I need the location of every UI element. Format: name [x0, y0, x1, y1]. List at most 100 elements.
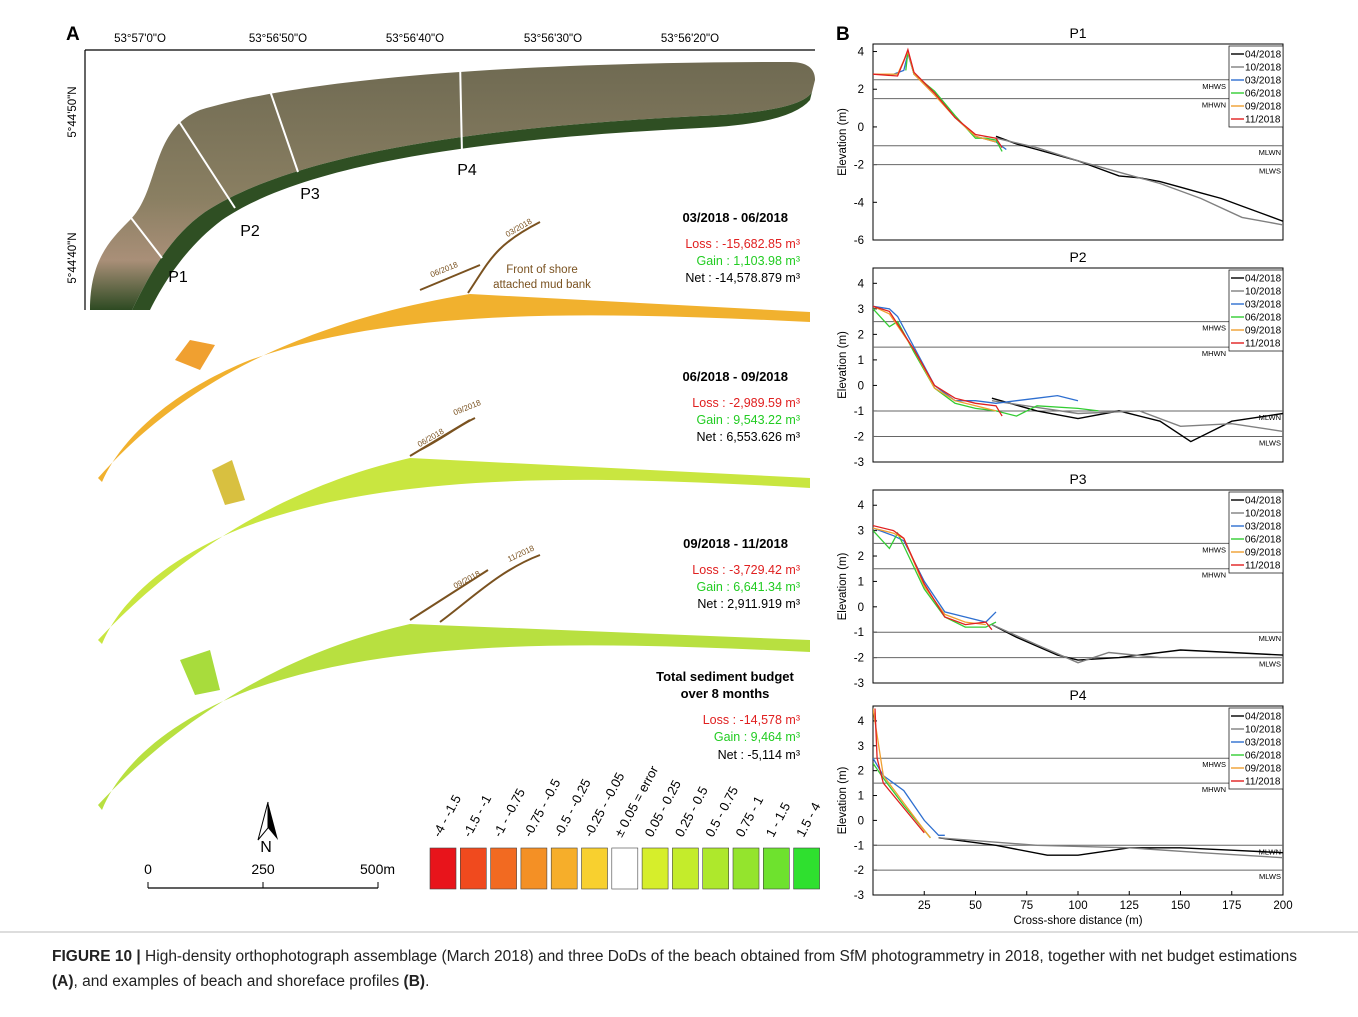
budget-loss: Loss : -14,578 m³: [703, 713, 800, 727]
reference-label: MLWN: [1259, 413, 1281, 422]
legend-label: 11/2018: [1245, 339, 1281, 350]
legend-swatch: [429, 847, 457, 890]
dod-strip: [175, 340, 215, 370]
profile-line: [873, 527, 986, 626]
profile-chart: P3 Elevation (m) -3 -2 -1 0 1 2 3 4 MHWS MHWN MLWN ML…: [837, 471, 1284, 690]
profile-line: [995, 137, 1283, 226]
legend-label: 04/2018: [1245, 496, 1282, 507]
profile-line: [938, 837, 1283, 859]
y-tick-label: 3: [858, 741, 864, 753]
y-tick-label: -1: [854, 406, 864, 418]
north-arrow: [257, 801, 269, 841]
budget-heading: 06/2018 - 09/2018: [682, 369, 788, 384]
x-tick-label: 200: [1273, 900, 1292, 912]
panel-label: A: [66, 24, 80, 45]
profile-line: [991, 623, 1283, 664]
legend-label: 10/2018: [1245, 63, 1282, 74]
latitude-label: 5°44'50"N: [67, 86, 79, 137]
y-tick-label: 2: [858, 329, 864, 341]
legend-swatch: [490, 847, 517, 890]
y-tick-label: 4: [858, 716, 865, 728]
x-tick-label: 125: [1120, 900, 1139, 912]
legend-label: 1 - 1.5: [763, 800, 794, 840]
y-axis-label: Elevation (m): [837, 108, 849, 176]
y-tick-label: 1: [858, 576, 864, 588]
orthophoto: [90, 62, 815, 310]
reference-label: MHWS: [1202, 324, 1226, 333]
front-label: 09/2018: [452, 569, 482, 591]
legend-box: [1228, 491, 1284, 574]
profile-chart: P4 Elevation (m) -3 -2 -1 0 1 2 3 4 25 50 75 100 125 15…: [837, 687, 1293, 927]
scale-label: 250: [251, 861, 275, 877]
budget-loss: Loss : -2,989.59 m³: [692, 396, 800, 410]
reference-label: MHWN: [1202, 571, 1226, 580]
budget-heading: 03/2018 - 06/2018: [682, 210, 788, 225]
y-tick-label: -3: [854, 890, 864, 902]
budget-heading: over 8 months: [681, 686, 770, 701]
y-tick-label: 3: [858, 304, 864, 316]
legend-label: 06/2018: [1245, 89, 1282, 100]
legend-swatch: [641, 847, 669, 890]
y-tick-label: -1: [854, 840, 864, 852]
budget-loss: Loss : -3,729.42 m³: [692, 563, 800, 577]
legend-label: 11/2018: [1245, 777, 1281, 788]
legend-box: [1228, 707, 1284, 790]
chart-title: P2: [1069, 249, 1086, 265]
longitude-label: 53°56'50"O: [249, 33, 307, 45]
profile-line: [873, 305, 1003, 417]
legend-label: 10/2018: [1245, 287, 1282, 298]
y-tick-label: 2: [858, 551, 864, 563]
profile-line: [873, 708, 931, 839]
legend-box: [1228, 45, 1284, 128]
legend-label: 11/2018: [1245, 561, 1281, 572]
vegetation: [132, 92, 812, 310]
reference-label: MHWS: [1202, 545, 1226, 554]
reference-label: MLWS: [1259, 167, 1281, 176]
dod-strip: [212, 460, 245, 505]
longitude-label: 53°56'40"O: [386, 33, 444, 45]
y-tick-label: 4: [858, 278, 865, 290]
annotation: attached mud bank: [493, 279, 591, 291]
budget-gain: Gain : 6,641.34 m³: [696, 580, 800, 594]
plot-frame: [872, 267, 1284, 463]
longitude-label: 53°57'0"O: [114, 33, 166, 45]
legend-label: 10/2018: [1245, 509, 1282, 520]
caption-ref: (A): [52, 973, 74, 990]
reference-label: MLWN: [1259, 634, 1281, 643]
reference-label: MHWN: [1202, 349, 1226, 358]
y-tick-label: 4: [858, 500, 865, 512]
profile-line: [873, 305, 997, 412]
legend-label: 09/2018: [1245, 102, 1282, 113]
budget-gain: Gain : 9,464 m³: [714, 730, 800, 744]
reference-label: MLWS: [1259, 660, 1281, 669]
x-tick-label: 75: [1020, 900, 1033, 912]
caption-ref: (B): [403, 973, 426, 990]
reference-label: MHWS: [1202, 82, 1226, 91]
profile-line: [873, 47, 1003, 149]
profile-label: P2: [240, 223, 260, 240]
budget-net: Net : -5,114 m³: [718, 748, 800, 762]
profile-line: [991, 400, 1283, 433]
legend-label: 03/2018: [1245, 300, 1282, 311]
x-tick-label: 25: [918, 900, 931, 912]
dod-strip: [98, 294, 810, 482]
legend-label: 0.75 - 1: [732, 793, 766, 839]
legend-swatch: [550, 847, 578, 890]
front-label: 09/2018: [452, 398, 483, 417]
x-tick-label: 50: [969, 900, 982, 912]
reference-label: MLWS: [1259, 872, 1281, 881]
profile-chart: P2 Elevation (m) -3 -2 -1 0 1 2 3 4 MHWS MHWN MLWN ML…: [837, 249, 1284, 469]
legend-label: 04/2018: [1245, 712, 1282, 723]
legend-label: 10/2018: [1245, 725, 1282, 736]
y-tick-label: -2: [854, 865, 864, 877]
legend-label: 06/2018: [1245, 313, 1282, 324]
budget-gain: Gain : 9,543.22 m³: [696, 413, 800, 427]
y-axis-label: Elevation (m): [837, 331, 849, 399]
caption-text: .: [425, 973, 430, 990]
y-tick-label: 0: [858, 602, 864, 614]
reference-label: MLWN: [1259, 148, 1281, 157]
profile-label: P1: [168, 269, 188, 286]
y-tick-label: -2: [854, 160, 864, 172]
dod-strip: [98, 624, 810, 810]
